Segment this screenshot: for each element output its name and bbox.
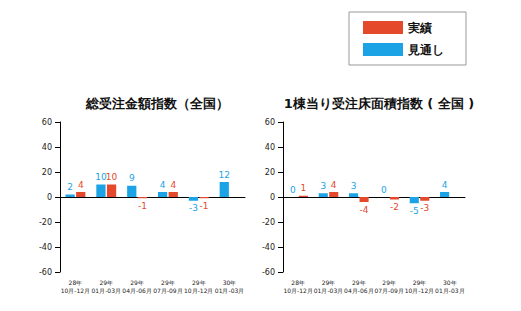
svg-text:20: 20 [265,168,275,177]
svg-text:総受注金額指数（全国）: 総受注金額指数（全国） [85,96,229,111]
svg-text:29年: 29年 [99,279,113,286]
svg-text:4: 4 [170,180,176,190]
svg-text:60: 60 [265,118,275,127]
svg-text:29年: 29年 [130,279,144,286]
svg-text:-2: -2 [390,202,399,212]
svg-text:10: 10 [95,172,107,182]
svg-text:-20: -20 [262,218,275,227]
svg-text:-40: -40 [39,243,52,252]
svg-text:4: 4 [78,180,84,190]
svg-text:10月-12月: 10月-12月 [405,287,434,294]
svg-text:-40: -40 [262,243,275,252]
svg-text:10月-12月: 10月-12月 [184,287,213,294]
svg-text:01月-03月: 01月-03月 [92,287,121,294]
svg-text:4: 4 [442,180,448,190]
svg-text:-60: -60 [39,268,52,277]
svg-text:40: 40 [42,143,52,152]
svg-text:10月-12月: 10月-12月 [61,287,90,294]
svg-text:04月-06月: 04月-06月 [344,287,373,294]
svg-text:-60: -60 [262,268,275,277]
svg-text:29年: 29年 [382,279,396,286]
svg-text:07月-09月: 07月-09月 [374,287,403,294]
svg-text:30年: 30年 [223,279,237,286]
svg-text:0: 0 [381,185,387,195]
svg-text:-5: -5 [410,206,419,216]
svg-text:0: 0 [270,193,275,202]
svg-text:07月-09月: 07月-09月 [153,287,182,294]
svg-text:3: 3 [320,181,326,191]
svg-text:60: 60 [42,118,52,127]
svg-text:04月-06月: 04月-06月 [122,287,151,294]
svg-text:28年: 28年 [69,279,83,286]
svg-text:01月-03月: 01月-03月 [314,287,343,294]
svg-text:0: 0 [47,193,52,202]
svg-text:10月-12月: 10月-12月 [283,287,312,294]
svg-text:3: 3 [351,181,357,191]
svg-text:-20: -20 [39,218,52,227]
svg-text:-3: -3 [189,203,198,213]
svg-text:1棟当り受注床面積指数 ( 全国 ): 1棟当り受注床面積指数 ( 全国 ) [284,96,475,111]
svg-text:-4: -4 [360,205,369,215]
svg-text:9: 9 [129,173,135,183]
svg-text:4: 4 [331,180,337,190]
svg-text:29年: 29年 [322,279,336,286]
svg-text:-3: -3 [420,203,429,213]
svg-text:0: 0 [290,185,296,195]
svg-text:20: 20 [42,168,52,177]
svg-text:実績: 実績 [407,21,432,35]
svg-text:-1: -1 [200,201,209,211]
svg-text:29年: 29年 [413,279,427,286]
svg-text:-1: -1 [138,201,147,211]
svg-text:4: 4 [160,180,166,190]
svg-text:29年: 29年 [161,279,175,286]
svg-text:40: 40 [265,143,275,152]
svg-text:30年: 30年 [443,279,457,286]
svg-text:29年: 29年 [192,279,206,286]
svg-text:2: 2 [67,182,73,192]
svg-text:10: 10 [106,172,118,182]
svg-text:12: 12 [219,170,230,180]
svg-text:28年: 28年 [291,279,305,286]
svg-text:01月-03月: 01月-03月 [435,287,464,294]
svg-text:29年: 29年 [352,279,366,286]
svg-text:01月-03月: 01月-03月 [215,287,244,294]
svg-text:1: 1 [301,183,307,193]
svg-text:見通し: 見通し [407,43,444,57]
